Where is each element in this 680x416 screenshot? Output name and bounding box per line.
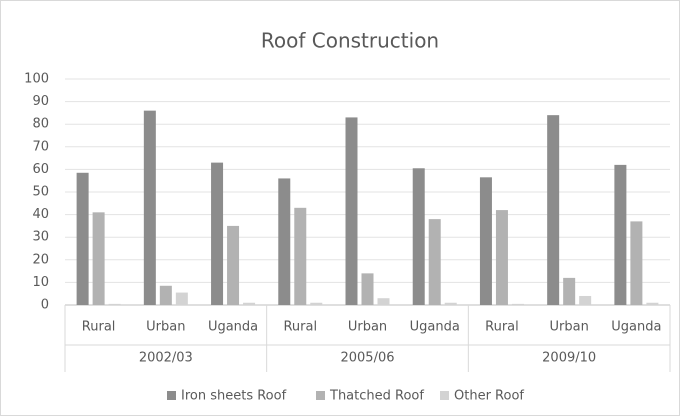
bar xyxy=(159,285,172,305)
x-tick-label: Rural xyxy=(82,320,116,335)
bar xyxy=(345,117,358,305)
group-label: 2009/10 xyxy=(542,351,596,366)
y-tick-label: 60 xyxy=(32,162,49,177)
group-label: 2002/03 xyxy=(139,351,193,366)
legend-label: Iron sheets Roof xyxy=(181,389,287,404)
bar xyxy=(361,273,374,305)
x-tick-label: Uganda xyxy=(208,320,258,335)
bar xyxy=(444,302,457,305)
legend-swatch xyxy=(316,391,325,400)
legend-swatch xyxy=(440,391,449,400)
x-tick-label: Urban xyxy=(146,320,185,335)
bar xyxy=(243,302,256,305)
bar xyxy=(76,172,89,305)
bar xyxy=(579,295,592,305)
bar xyxy=(377,298,390,305)
legend-swatch xyxy=(167,391,176,400)
y-tick-label: 30 xyxy=(32,230,49,245)
bar xyxy=(479,177,492,305)
bar xyxy=(547,115,560,305)
bar xyxy=(511,303,524,305)
y-tick-label: 50 xyxy=(32,185,49,200)
bar xyxy=(630,221,643,305)
x-tick-label: Uganda xyxy=(410,320,460,335)
chart-title: Roof Construction xyxy=(261,29,439,53)
y-tick-label: 90 xyxy=(32,94,49,109)
y-tick-label: 40 xyxy=(32,207,49,222)
legend-label: Other Roof xyxy=(454,389,524,404)
bar xyxy=(227,225,240,305)
y-tick-label: 20 xyxy=(32,252,49,267)
bar xyxy=(175,292,188,305)
bar xyxy=(412,168,425,305)
x-tick-label: Urban xyxy=(550,320,589,335)
y-tick-label: 100 xyxy=(24,72,49,87)
bar xyxy=(294,207,307,305)
bar xyxy=(92,212,105,305)
group-label: 2005/06 xyxy=(340,351,394,366)
bar xyxy=(563,277,576,305)
x-tick-label: Uganda xyxy=(611,320,661,335)
x-tick-label: Rural xyxy=(283,320,317,335)
bar xyxy=(143,110,156,305)
x-tick-label: Urban xyxy=(348,320,387,335)
x-tick-label: Rural xyxy=(485,320,519,335)
bar xyxy=(310,302,323,305)
bar xyxy=(495,210,508,305)
y-tick-label: 80 xyxy=(32,117,49,132)
bar xyxy=(108,303,121,305)
bar xyxy=(646,302,659,305)
y-tick-label: 70 xyxy=(32,139,49,154)
legend-label: Thatched Roof xyxy=(329,389,424,404)
bar xyxy=(211,162,224,305)
y-tick-label: 10 xyxy=(32,275,49,290)
bar xyxy=(614,164,627,305)
bar xyxy=(428,219,441,305)
y-tick-label: 0 xyxy=(41,298,49,313)
bar xyxy=(278,178,291,305)
